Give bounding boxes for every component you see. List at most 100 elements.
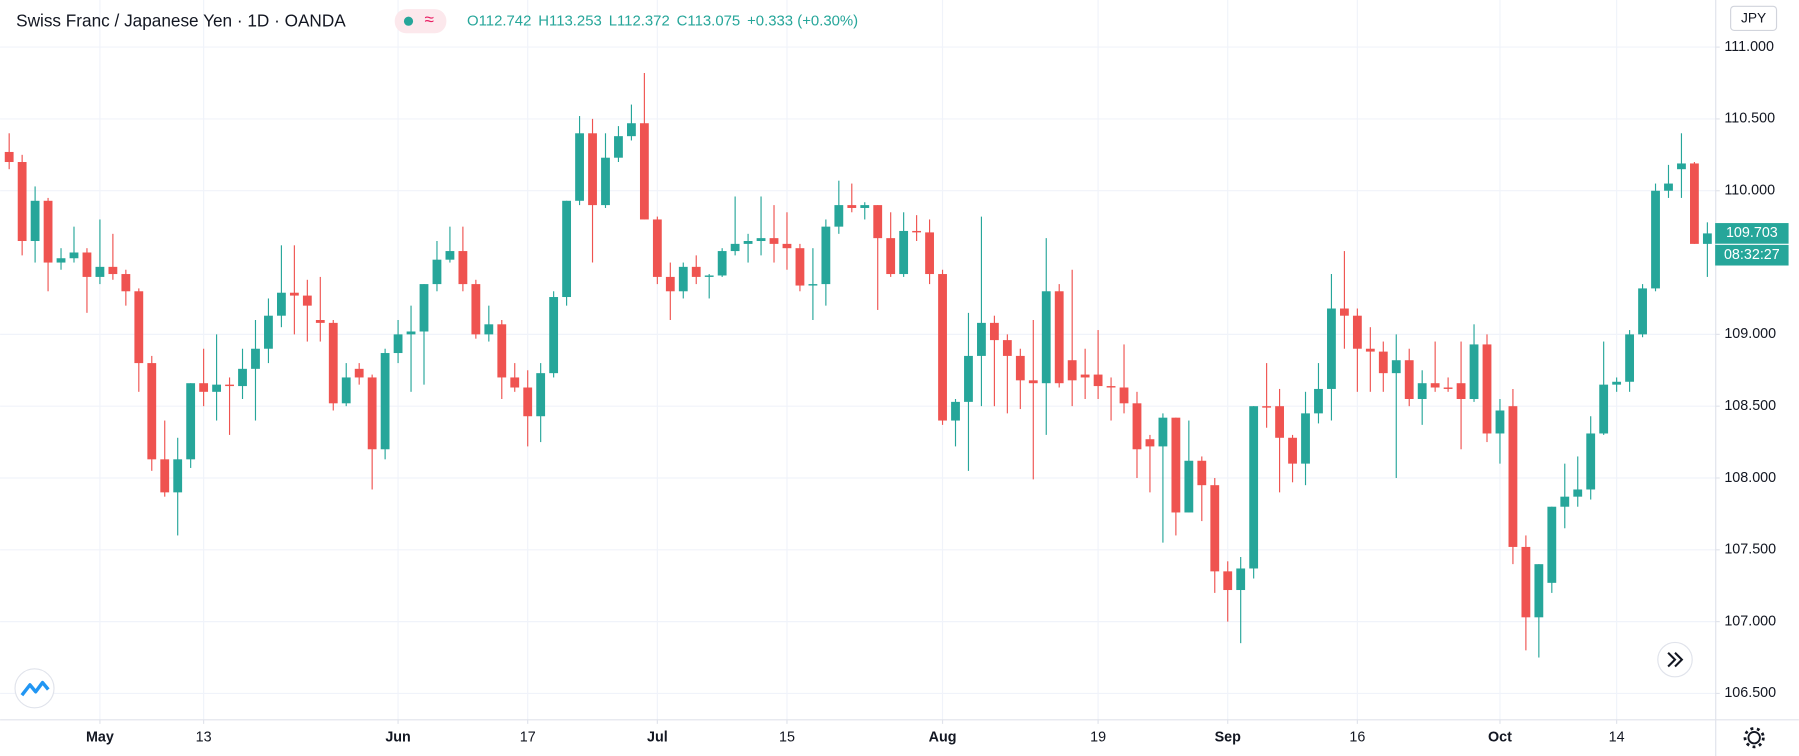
x-tick-label: 16 — [1349, 729, 1365, 745]
x-tick-label: Jul — [647, 729, 668, 745]
candle-body — [276, 292, 286, 316]
candle-body — [769, 238, 779, 244]
last-price-tag — [1715, 223, 1789, 244]
ohlc-value: O112.742 — [467, 14, 531, 30]
candle-body — [1404, 360, 1414, 399]
candle-body — [639, 123, 649, 220]
candle-body — [1275, 406, 1284, 438]
ohlc-value: +0.333 (+0.30%) — [747, 14, 858, 30]
scroll-realtime-button[interactable] — [1657, 641, 1693, 678]
candle-body — [1054, 291, 1064, 384]
settings-button[interactable] — [1743, 727, 1765, 749]
candle-body — [69, 252, 79, 259]
candle-body — [951, 401, 960, 421]
candle-body — [251, 348, 260, 369]
candle-body — [899, 230, 909, 275]
candle-body — [1456, 383, 1466, 399]
candle-body — [510, 377, 520, 388]
candle-body — [614, 136, 623, 158]
candle-body — [795, 248, 805, 286]
candle-body — [354, 368, 364, 378]
currency-button[interactable] — [1730, 5, 1778, 31]
candle-body — [95, 266, 105, 277]
candle-body — [964, 355, 973, 402]
candle-body — [43, 200, 53, 263]
candle-body — [588, 133, 597, 206]
candle-body — [1482, 344, 1492, 434]
candle-body — [1534, 564, 1544, 618]
candle-body — [1508, 406, 1518, 547]
candle-body — [1171, 417, 1181, 513]
candle-body — [912, 230, 922, 233]
candle-body — [652, 219, 662, 277]
candle-body — [484, 324, 494, 335]
candle-body — [1573, 489, 1583, 497]
candle-body — [1521, 546, 1531, 618]
candle-body — [406, 331, 416, 335]
candle-body — [147, 363, 157, 460]
candle-body — [1417, 383, 1427, 399]
candle-body — [30, 200, 40, 242]
last-price: 109.703 08:32:27 — [1715, 223, 1789, 266]
candles — [4, 72, 1712, 658]
candle-body — [4, 151, 14, 163]
candle-body — [264, 315, 273, 349]
candle-body — [782, 243, 792, 249]
ohlc-legend: O112.742 H113.253 L112.372 C113.075 +0.333 (… — [467, 14, 858, 30]
candle-body — [873, 205, 883, 239]
candle-body — [393, 334, 403, 354]
axes: 106.500 107.000 107.500 108.000 108.500 109.0… — [86, 39, 1776, 746]
candle-body — [1028, 380, 1038, 384]
candle-body — [1430, 383, 1440, 388]
x-tick-label: May — [86, 729, 114, 745]
candle-body — [315, 320, 325, 323]
candle-body — [1210, 485, 1220, 572]
status-badge: ≈ — [394, 9, 447, 34]
candle-body — [1638, 288, 1647, 335]
candle-body — [860, 205, 870, 208]
candle-body — [756, 238, 766, 242]
candle-body — [1093, 374, 1103, 387]
x-tick-label: 14 — [1609, 729, 1625, 745]
currency-label: JPY — [1741, 11, 1766, 26]
candle-body — [977, 322, 986, 356]
logo[interactable] — [14, 668, 55, 709]
badge-bg — [394, 9, 447, 34]
candle-body — [523, 387, 533, 417]
candle-body — [199, 383, 209, 392]
candle-body — [938, 274, 947, 421]
y-tick-label: 109.000 — [1724, 326, 1776, 342]
candle-body — [471, 284, 481, 335]
candle-body — [108, 266, 118, 275]
candle-body — [1625, 334, 1635, 382]
candle-body — [1067, 360, 1077, 381]
candle-body — [1586, 433, 1596, 490]
candle-body — [1391, 360, 1401, 374]
scroll-icon — [1667, 652, 1684, 668]
candle-body — [1702, 233, 1712, 244]
candle-body — [1365, 348, 1375, 352]
candle-body — [1223, 571, 1233, 591]
candle-body — [1002, 340, 1012, 356]
candle-body — [1690, 163, 1699, 244]
candle-body — [302, 295, 312, 306]
candle-body — [82, 252, 92, 277]
candle-body — [821, 226, 831, 285]
candle-body — [134, 291, 144, 364]
x-tick-label: 15 — [779, 729, 795, 745]
countdown-tag — [1715, 244, 1789, 266]
candle-body — [1041, 291, 1051, 384]
ohlc-value: H113.253 — [538, 14, 602, 30]
candle-body — [704, 275, 714, 277]
candle-body — [160, 459, 170, 493]
candle-body — [989, 322, 999, 341]
ohlc-value: C113.075 — [677, 14, 741, 30]
candle-body — [847, 205, 857, 208]
candle-body — [238, 368, 247, 387]
candle-body — [1262, 406, 1272, 408]
candle-body — [445, 251, 455, 260]
x-tick-label: 19 — [1090, 729, 1106, 745]
candle-body — [1158, 417, 1168, 447]
candle-body — [536, 373, 546, 417]
y-tick-label: 108.000 — [1724, 470, 1776, 486]
